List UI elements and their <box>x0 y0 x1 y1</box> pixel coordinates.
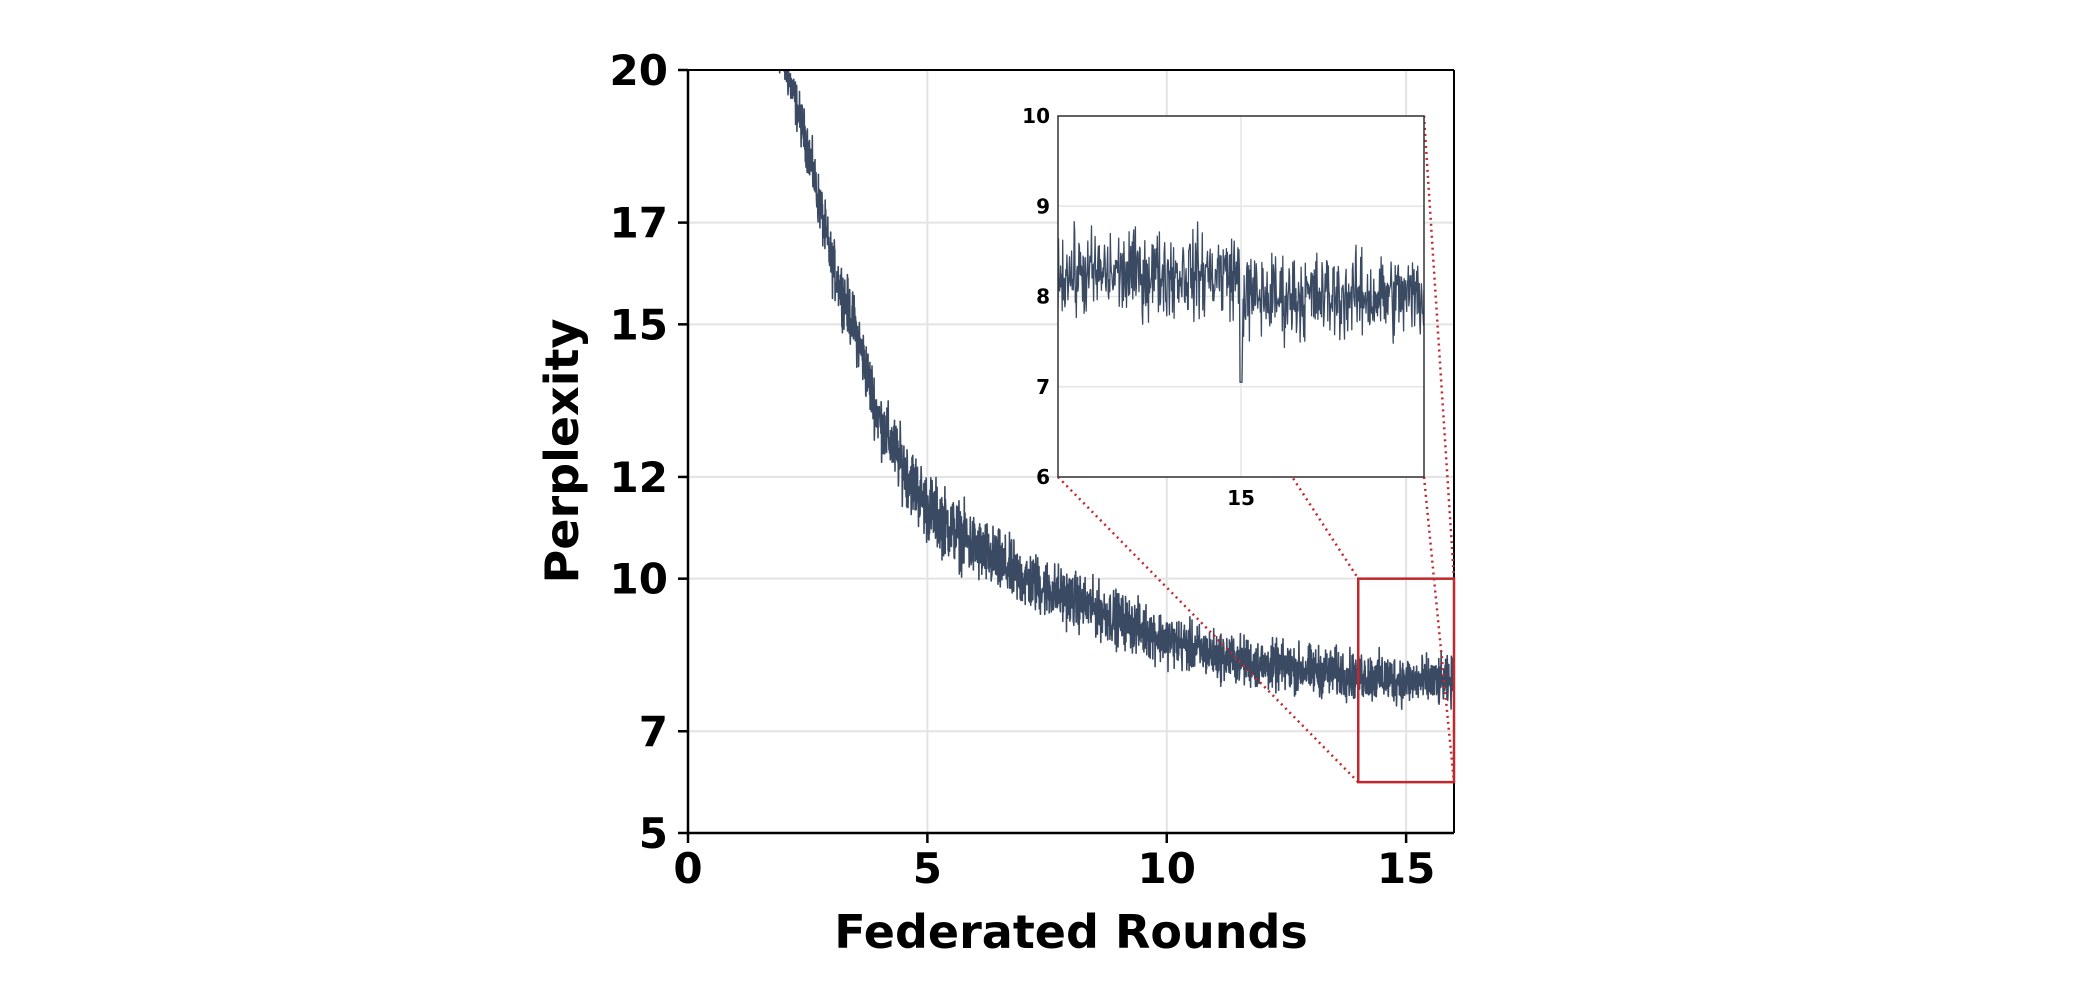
y-tick-label: 12 <box>610 453 668 502</box>
main-axes <box>686 69 1455 835</box>
inset-y-tick-label: 9 <box>1036 194 1050 218</box>
inset-frame <box>1057 115 1425 478</box>
x-tick-label: 0 <box>673 844 702 893</box>
x-tick-label: 10 <box>1138 844 1196 893</box>
inset-perplexity-line <box>1058 221 1424 383</box>
y-tick-label: 5 <box>639 809 668 858</box>
inset-y-tick-label: 6 <box>1036 465 1050 489</box>
y-tick-label: 7 <box>639 707 668 756</box>
x-tick-label: 5 <box>913 844 942 893</box>
zoom-connector <box>1422 476 1456 783</box>
main-series <box>778 70 1454 710</box>
x-tick-label: 15 <box>1377 844 1435 893</box>
zoom-box <box>1357 577 1456 784</box>
y-tick-label: 15 <box>610 300 668 349</box>
zoom-connector <box>1422 115 1456 579</box>
y-tick-label: 17 <box>610 199 668 248</box>
inset-y-tick-label: 10 <box>1022 104 1050 128</box>
y-axis-title: Perplexity <box>535 319 589 584</box>
inset-series <box>1058 221 1424 383</box>
zoom-inset: 6 7 8 9 10 15 <box>1022 104 1425 510</box>
y-tick-label: 20 <box>610 46 668 95</box>
inset-x-tick-label: 15 <box>1227 486 1255 510</box>
inset-y-tick-label: 8 <box>1036 285 1050 309</box>
inset-ticks: 6 7 8 9 10 15 <box>1022 104 1255 510</box>
inset-y-tick-label: 7 <box>1036 375 1050 399</box>
y-tick-label: 10 <box>610 555 668 604</box>
x-axis-title: Federated Rounds <box>834 905 1308 959</box>
perplexity-line <box>778 70 1454 710</box>
